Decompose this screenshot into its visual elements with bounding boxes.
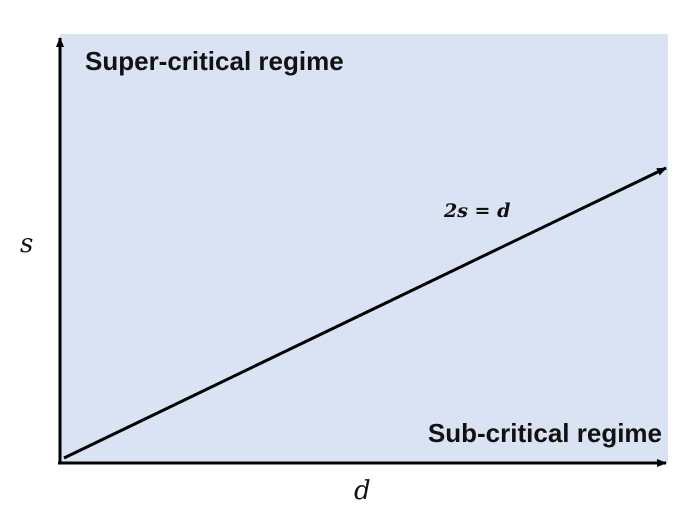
super-critical-label: Super-critical regime [85, 46, 344, 76]
sub-critical-label: Sub-critical regime [428, 418, 662, 448]
y-axis-label: s [20, 229, 33, 259]
parameter-region [60, 34, 668, 463]
boundary-line [63, 166, 667, 460]
x-axis-label: d [354, 476, 371, 506]
boundary-label: 2s = d [443, 200, 510, 222]
